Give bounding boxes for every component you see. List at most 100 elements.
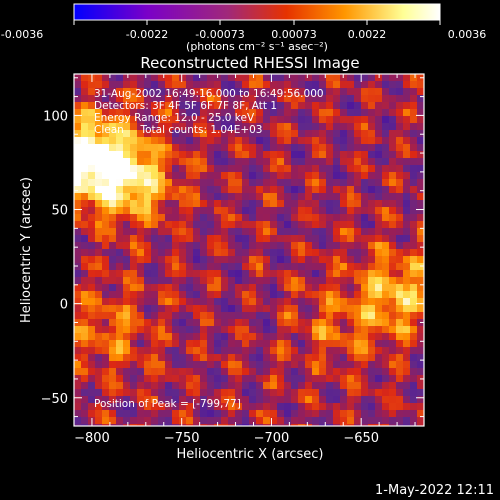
heatmap-cell (102, 256, 110, 264)
heatmap-cell (242, 165, 250, 173)
heatmap-cell (284, 95, 292, 103)
heatmap-cell (382, 193, 390, 201)
heatmap-cell (137, 242, 145, 250)
heatmap-cell (312, 221, 320, 229)
heatmap-cell (249, 312, 257, 320)
heatmap-cell (298, 95, 306, 103)
heatmap-cell (179, 298, 187, 306)
heatmap-cell (417, 123, 424, 131)
heatmap-cell (165, 214, 173, 222)
heatmap-cell (207, 193, 215, 201)
heatmap-cell (81, 186, 89, 194)
heatmap-cell (116, 333, 124, 341)
annotation-time-range: 31-Aug-2002 16:49:16.000 to 16:49:56.000 (94, 88, 324, 100)
heatmap-cell (88, 319, 96, 327)
heatmap-cell (340, 200, 348, 208)
heatmap-cell (172, 326, 180, 334)
heatmap-cell (200, 221, 208, 229)
heatmap-cell (179, 270, 187, 278)
heatmap-cell (151, 375, 159, 383)
heatmap-cell (347, 95, 355, 103)
heatmap-cell (277, 130, 285, 138)
heatmap-cell (221, 242, 229, 250)
heatmap-cell (270, 312, 278, 320)
heatmap-cell (228, 291, 236, 299)
heatmap-cell (263, 179, 271, 187)
heatmap-cell (354, 151, 362, 159)
heatmap-cell (319, 284, 327, 292)
heatmap-cell (151, 116, 159, 124)
heatmap-cell (256, 144, 264, 152)
heatmap-cell (368, 123, 376, 131)
heatmap-cell (81, 424, 89, 426)
heatmap-cell (403, 116, 411, 124)
heatmap-cell (109, 207, 117, 215)
heatmap-cell (347, 81, 355, 89)
heatmap-cell (277, 165, 285, 173)
heatmap-cell (186, 88, 194, 96)
heatmap-cell (347, 403, 355, 411)
heatmap-cell (193, 186, 201, 194)
heatmap-cell (109, 242, 117, 250)
heatmap-cell (368, 347, 376, 355)
heatmap-cell (256, 137, 264, 145)
heatmap-cell (144, 88, 152, 96)
heatmap-cell (417, 249, 424, 257)
heatmap-cell (193, 410, 201, 418)
heatmap-cell (382, 207, 390, 215)
heatmap-cell (319, 214, 327, 222)
heatmap-cell (186, 403, 194, 411)
heatmap-cell (333, 214, 341, 222)
heatmap-cell (116, 284, 124, 292)
heatmap-cell (326, 375, 334, 383)
heatmap-cell (165, 417, 173, 425)
heatmap-cell (235, 130, 243, 138)
heatmap-cell (270, 340, 278, 348)
heatmap-cell (277, 74, 285, 82)
heatmap-cell (270, 116, 278, 124)
heatmap-cell (116, 74, 124, 82)
heatmap-cell (165, 284, 173, 292)
heatmap-cell (382, 368, 390, 376)
heatmap-cell (179, 333, 187, 341)
heatmap-cell (256, 116, 264, 124)
heatmap-cell (165, 382, 173, 390)
heatmap-cell (417, 263, 424, 271)
heatmap-cell (228, 228, 236, 236)
heatmap-cell (186, 256, 194, 264)
heatmap-cell (354, 277, 362, 285)
heatmap-cell (102, 207, 110, 215)
heatmap-cell (102, 424, 110, 426)
heatmap-cell (81, 333, 89, 341)
heatmap-cell (151, 326, 159, 334)
heatmap-cell (305, 172, 313, 180)
heatmap-cell (382, 277, 390, 285)
heatmap-cell (186, 74, 194, 82)
heatmap-cell (137, 74, 145, 82)
heatmap-cell (361, 88, 369, 96)
heatmap-cell (368, 368, 376, 376)
heatmap-cell (361, 214, 369, 222)
heatmap-cell (130, 361, 138, 369)
heatmap-cell (144, 382, 152, 390)
heatmap-cell (319, 417, 327, 425)
heatmap-cell (277, 151, 285, 159)
heatmap-cell (354, 396, 362, 404)
heatmap-cell (319, 200, 327, 208)
heatmap-cell (263, 249, 271, 257)
heatmap-cell (312, 151, 320, 159)
heatmap-cell (193, 165, 201, 173)
heatmap-cell (158, 340, 166, 348)
heatmap-cell (403, 277, 411, 285)
heatmap-cell (207, 235, 215, 243)
heatmap-cell (158, 410, 166, 418)
heatmap-cell (207, 81, 215, 89)
heatmap-cell (354, 326, 362, 334)
heatmap-cell (123, 298, 131, 306)
heatmap-cell (221, 102, 229, 110)
heatmap-cell (200, 207, 208, 215)
heatmap-cell (116, 256, 124, 264)
heatmap-cell (256, 172, 264, 180)
heatmap-cell (193, 74, 201, 82)
heatmap-cell (130, 333, 138, 341)
